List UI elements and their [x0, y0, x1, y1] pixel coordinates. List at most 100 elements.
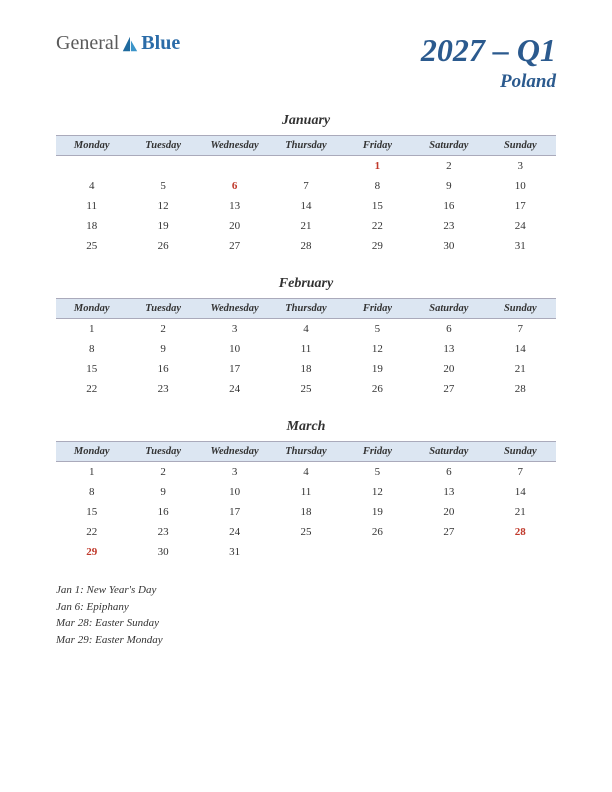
title-block: 2027 – Q1 Poland: [421, 32, 556, 93]
day-cell: 21: [485, 502, 556, 522]
day-cell: 9: [413, 176, 484, 196]
title-year-quarter: 2027 – Q1: [421, 32, 556, 69]
day-header: Friday: [342, 441, 413, 462]
day-cell: 31: [199, 542, 270, 562]
week-row: 22232425262728: [56, 522, 556, 542]
holidays-list: Jan 1: New Year's DayJan 6: EpiphanyMar …: [0, 582, 612, 648]
day-cell: 13: [413, 482, 484, 502]
day-cell: 16: [127, 502, 198, 522]
logo: General Blue: [56, 32, 180, 55]
week-row: 15161718192021: [56, 359, 556, 379]
day-cell: 26: [127, 236, 198, 256]
day-cell: 29: [56, 542, 127, 562]
logo-text-blue: Blue: [141, 32, 180, 55]
day-cell: 20: [413, 359, 484, 379]
day-cell: 18: [270, 359, 341, 379]
holiday-line: Mar 28: Easter Sunday: [56, 615, 556, 632]
day-header: Saturday: [413, 441, 484, 462]
day-cell: 8: [56, 339, 127, 359]
day-header: Monday: [56, 298, 127, 319]
day-cell: 1: [56, 462, 127, 482]
day-cell: 15: [56, 502, 127, 522]
day-cell: 17: [199, 359, 270, 379]
day-cell: 29: [342, 236, 413, 256]
day-cell: 4: [270, 319, 341, 339]
header: General Blue 2027 – Q1 Poland: [0, 0, 612, 113]
day-cell: 11: [270, 482, 341, 502]
day-cell: 12: [127, 196, 198, 216]
day-cell: 3: [485, 156, 556, 176]
day-cell: 14: [485, 339, 556, 359]
day-cell: 15: [342, 196, 413, 216]
week-row: 293031: [56, 542, 556, 562]
day-cell: 13: [413, 339, 484, 359]
day-header: Wednesday: [199, 298, 270, 319]
title-country: Poland: [421, 71, 556, 93]
day-cell: [199, 156, 270, 176]
day-cell: 19: [342, 502, 413, 522]
day-cell: 23: [413, 216, 484, 236]
day-cell: 12: [342, 339, 413, 359]
day-cell: 22: [56, 522, 127, 542]
week-row: 123: [56, 156, 556, 176]
day-header: Thursday: [270, 135, 341, 156]
day-header-row: MondayTuesdayWednesdayThursdayFridaySatu…: [56, 135, 556, 156]
week-row: 25262728293031: [56, 236, 556, 256]
day-cell: 9: [127, 482, 198, 502]
day-cell: 16: [413, 196, 484, 216]
week-row: 22232425262728: [56, 379, 556, 399]
day-cell: 6: [413, 319, 484, 339]
day-cell: 22: [56, 379, 127, 399]
week-row: 1234567: [56, 319, 556, 339]
day-cell: 27: [413, 379, 484, 399]
day-cell: 5: [342, 462, 413, 482]
day-cell: 28: [485, 522, 556, 542]
day-cell: 24: [199, 379, 270, 399]
day-cell: 6: [413, 462, 484, 482]
day-header: Sunday: [485, 441, 556, 462]
day-cell: 19: [342, 359, 413, 379]
day-cell: 23: [127, 522, 198, 542]
day-cell: 30: [127, 542, 198, 562]
day-cell: 4: [270, 462, 341, 482]
week-row: 891011121314: [56, 339, 556, 359]
holiday-line: Jan 6: Epiphany: [56, 599, 556, 616]
day-header: Thursday: [270, 441, 341, 462]
day-header: Monday: [56, 441, 127, 462]
day-cell: 13: [199, 196, 270, 216]
month-name: February: [56, 276, 556, 292]
day-cell: 16: [127, 359, 198, 379]
day-cell: 23: [127, 379, 198, 399]
day-header: Thursday: [270, 298, 341, 319]
day-cell: [485, 542, 556, 562]
day-header: Tuesday: [127, 441, 198, 462]
day-cell: 14: [485, 482, 556, 502]
day-cell: 19: [127, 216, 198, 236]
month-block: FebruaryMondayTuesdayWednesdayThursdayFr…: [56, 276, 556, 399]
day-cell: 7: [270, 176, 341, 196]
day-cell: [56, 156, 127, 176]
day-cell: 30: [413, 236, 484, 256]
day-cell: 24: [485, 216, 556, 236]
holiday-line: Jan 1: New Year's Day: [56, 582, 556, 599]
day-header: Friday: [342, 135, 413, 156]
day-cell: 3: [199, 319, 270, 339]
day-cell: 28: [485, 379, 556, 399]
day-cell: 18: [270, 502, 341, 522]
day-cell: 3: [199, 462, 270, 482]
day-cell: [413, 542, 484, 562]
day-cell: 26: [342, 522, 413, 542]
month-block: MarchMondayTuesdayWednesdayThursdayFrida…: [56, 419, 556, 562]
day-cell: 20: [199, 216, 270, 236]
day-cell: 7: [485, 462, 556, 482]
day-cell: 20: [413, 502, 484, 522]
day-cell: 2: [127, 462, 198, 482]
week-row: 11121314151617: [56, 196, 556, 216]
day-cell: [270, 156, 341, 176]
day-cell: 25: [270, 522, 341, 542]
day-header: Sunday: [485, 298, 556, 319]
day-cell: 18: [56, 216, 127, 236]
month-name: January: [56, 113, 556, 129]
logo-sail-icon: [121, 35, 139, 53]
calendar-area: JanuaryMondayTuesdayWednesdayThursdayFri…: [0, 113, 612, 562]
